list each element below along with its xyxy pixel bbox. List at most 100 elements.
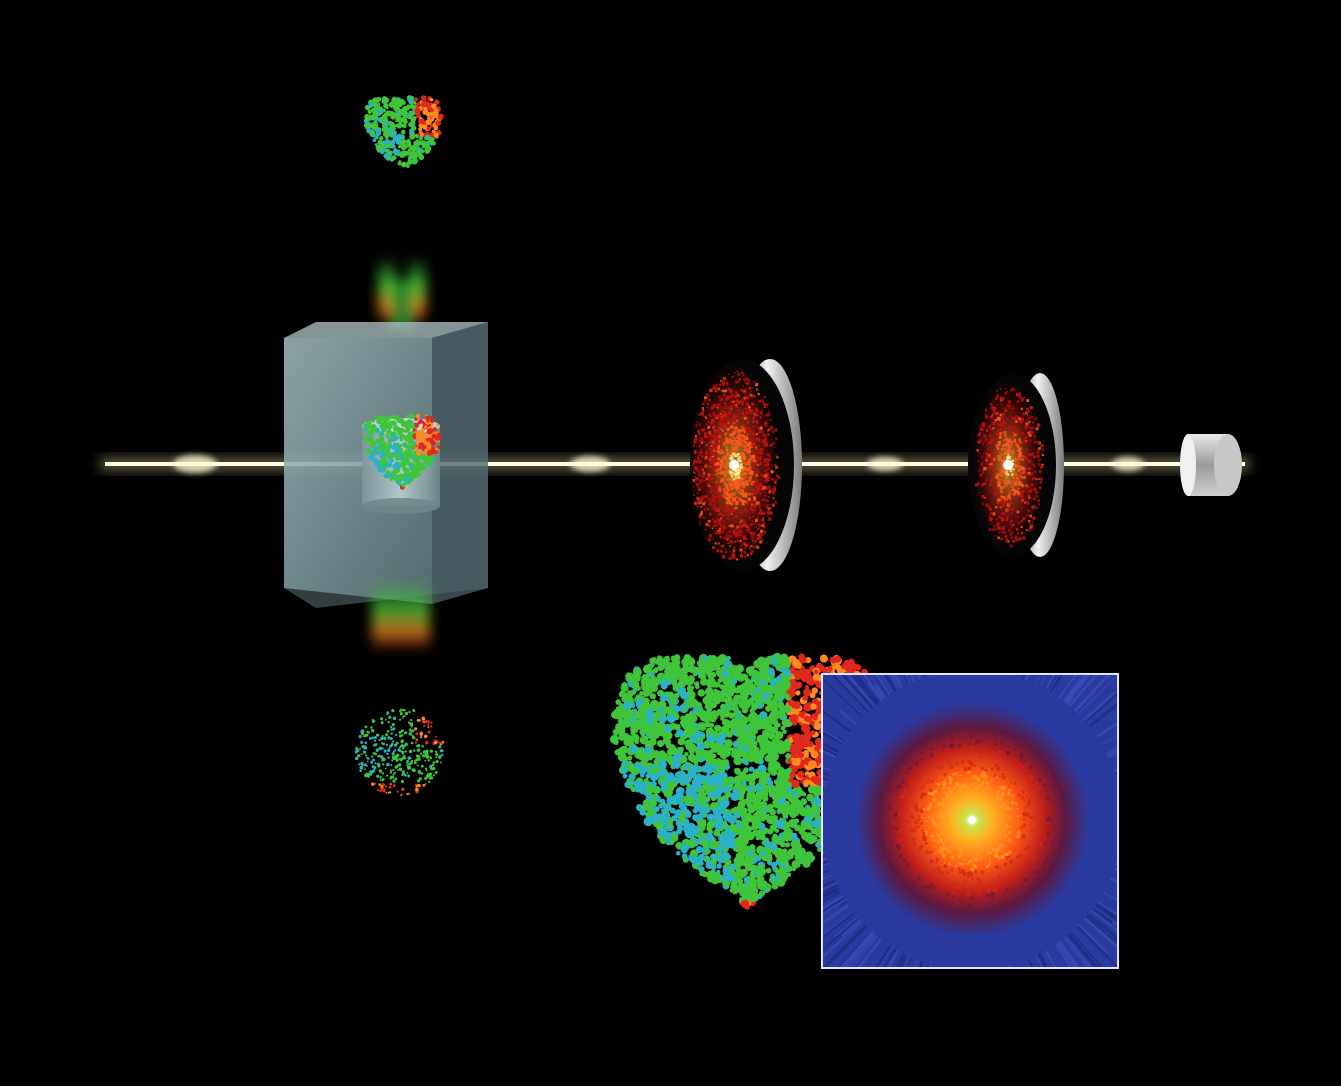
speckle (1037, 441, 1041, 445)
speckle (750, 532, 752, 534)
speckle (699, 482, 701, 485)
speckle (986, 443, 988, 446)
speckle (1007, 540, 1010, 543)
molecule-atom (406, 759, 410, 763)
speckle (754, 533, 757, 536)
speckle (774, 481, 777, 484)
molecule-atom (391, 444, 397, 451)
speckle (744, 543, 748, 547)
speckle (763, 533, 766, 535)
speckle (1031, 488, 1033, 491)
speckle (759, 462, 763, 465)
speckle (996, 447, 999, 449)
speckle (707, 483, 710, 486)
speckle (1009, 389, 1012, 392)
speckle (718, 403, 721, 406)
speckle (743, 495, 746, 498)
speckle (996, 473, 1000, 477)
speckle (697, 473, 701, 477)
speckle (742, 424, 746, 427)
speckle (752, 410, 754, 412)
molecule-atom (360, 729, 365, 733)
molecule-atom (421, 95, 427, 101)
speckle (1037, 503, 1040, 506)
speckle (1016, 427, 1020, 430)
speckle (743, 467, 746, 470)
molecule-atom (782, 729, 787, 735)
speckle (1016, 490, 1020, 494)
speckle (1032, 433, 1034, 435)
speckle (734, 440, 736, 442)
molecule-atom (372, 97, 379, 104)
speckle (709, 477, 713, 481)
speckle (719, 397, 723, 402)
molecule-atom (716, 863, 722, 869)
molecule-atom (401, 482, 406, 488)
speckle (1028, 453, 1032, 456)
molecule-atom (400, 794, 403, 797)
speckle (749, 393, 753, 397)
speckle (995, 475, 998, 478)
speckle (740, 534, 743, 537)
speckle (703, 433, 707, 436)
speckle (731, 498, 736, 502)
speckle (767, 428, 770, 431)
speckle (1009, 492, 1012, 495)
speckle (727, 513, 731, 517)
speckle (744, 448, 748, 452)
speckle (1000, 470, 1004, 474)
speckle (734, 496, 737, 500)
speckle (741, 425, 744, 429)
molecule-atom (372, 138, 377, 143)
speckle (761, 518, 765, 521)
speckle (1004, 483, 1008, 487)
molecule-atom (402, 717, 404, 719)
speckle (739, 509, 742, 512)
speckle (1041, 463, 1044, 466)
speckle (983, 467, 987, 471)
speckle (735, 471, 739, 474)
molecule-atom (802, 750, 809, 756)
speckle (713, 520, 717, 523)
speckle (1032, 421, 1035, 424)
speckle (721, 389, 725, 393)
speckle (734, 483, 738, 487)
speckle (727, 406, 730, 409)
speckle (1001, 479, 1004, 482)
speckle (757, 426, 761, 430)
speckle (770, 511, 772, 513)
speckle (732, 421, 736, 425)
molecule-atom (613, 730, 619, 736)
speckle (1030, 483, 1034, 487)
speckle (698, 488, 701, 491)
molecule-atom (378, 754, 381, 758)
molecule-atom (436, 432, 442, 437)
molecule-atom (410, 468, 414, 473)
speckle (1031, 415, 1034, 419)
molecule-atom (410, 718, 413, 722)
speckle (727, 427, 731, 431)
molecule-atom (438, 113, 444, 119)
speckle (734, 541, 737, 543)
speckle (1019, 468, 1023, 472)
speckle (740, 551, 743, 554)
speckle (752, 508, 755, 511)
speckle (725, 382, 729, 385)
speckle (761, 499, 764, 501)
speckle (1017, 492, 1021, 496)
speckle (759, 485, 761, 487)
speckle (712, 426, 715, 429)
molecule-atom (387, 721, 390, 724)
molecule-atom (438, 755, 442, 759)
speckle (711, 440, 715, 444)
molecule-atom (375, 112, 380, 116)
speckle (720, 449, 722, 452)
speckle (711, 453, 715, 456)
molecule-atom (395, 426, 401, 433)
speckle (699, 440, 701, 442)
speckle (725, 467, 728, 469)
speckle (707, 473, 711, 476)
speckle (707, 421, 710, 424)
speckle (1013, 457, 1017, 461)
speckle (755, 383, 759, 386)
